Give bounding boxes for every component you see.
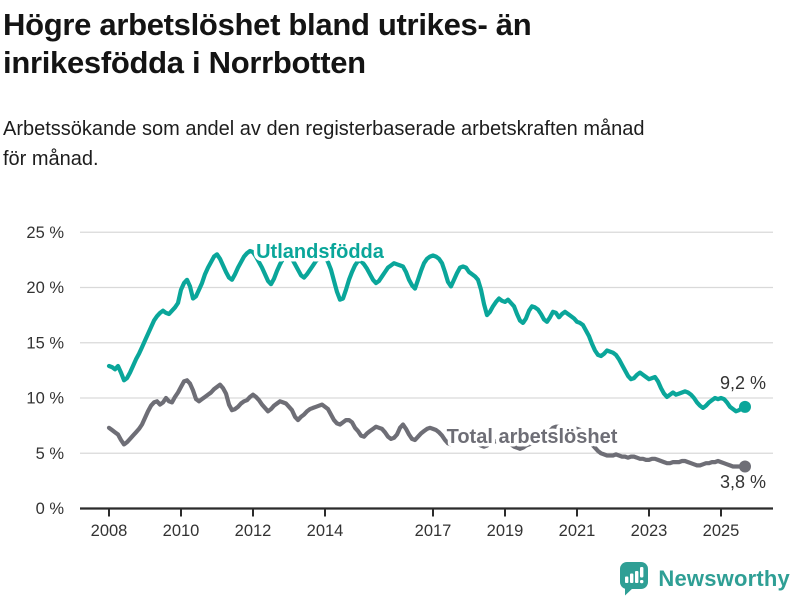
x-axis-label: 2008 [91, 522, 128, 540]
y-axis-label: 0 % [36, 500, 65, 518]
series-end-dot-total-arbetsl-shet [739, 460, 751, 473]
x-axis-label: 2017 [415, 522, 452, 540]
series-label-total-arbetsl-shet: Total arbetslöshet [447, 426, 618, 448]
series-line-utlandsf-dda [106, 248, 748, 414]
x-axis-label: 2010 [163, 522, 200, 540]
y-axis-label: 20 % [26, 279, 64, 297]
x-axis-label: 2019 [487, 522, 524, 540]
x-axis-label: 2021 [559, 522, 596, 540]
x-axis-label: 2012 [235, 522, 272, 540]
page-subtitle-line-1: Arbetssökande som andel av den registerb… [3, 118, 645, 140]
newsworthy-logo-text: Newsworthy [658, 566, 790, 591]
y-axis-label: 15 % [26, 334, 64, 352]
y-axis-label: 25 % [26, 224, 64, 242]
series-line-total-arbetsl-shet [106, 378, 748, 469]
x-axis-label: 2023 [631, 522, 668, 540]
page-title-line-2: inrikesfödda i Norrbotten [3, 45, 366, 80]
series-end-dot-utlandsf-dda [739, 400, 751, 413]
page-subtitle-line-2: för månad. [3, 148, 99, 170]
end-value-label-utlandsf-dda: 9,2 % [720, 373, 766, 393]
x-axis-label: 2025 [703, 522, 740, 540]
page-title-line-1: Högre arbetslöshet bland utrikes- än [3, 7, 532, 42]
newsworthy-logo-icon [620, 562, 649, 596]
y-axis-label: 5 % [36, 445, 65, 463]
end-value-label-total-arbetsl-shet: 3,8 % [720, 472, 766, 492]
series-label-utlandsf-dda: Utlandsfödda [256, 241, 385, 263]
newsworthy-branding: Newsworthy [619, 561, 790, 597]
x-axis-label: 2014 [307, 522, 344, 540]
page-subtitle: Arbetssökande som andel av den registerb… [3, 114, 783, 174]
y-axis-label: 10 % [26, 390, 64, 408]
page-title: Högre arbetslöshet bland utrikes- än inri… [3, 6, 743, 82]
